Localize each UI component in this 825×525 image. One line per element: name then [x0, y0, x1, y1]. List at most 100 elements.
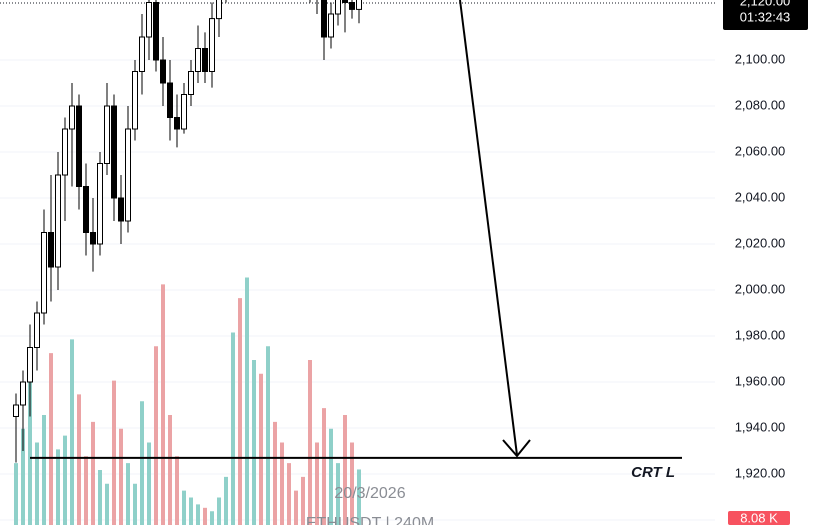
volume-bar [21, 428, 25, 525]
date-label: 20/3/2026 [334, 485, 405, 502]
volume-bar [357, 469, 361, 525]
volume-bar [56, 449, 60, 525]
candle-body [27, 347, 33, 383]
y-tick-label: 2,080.00 [735, 97, 786, 112]
y-tick-label: 2,040.00 [735, 189, 786, 204]
volume-bar [189, 497, 193, 525]
volume-bar [301, 476, 305, 525]
candle-body [202, 48, 208, 72]
volume-bar [273, 421, 277, 525]
volume-bar [308, 360, 312, 525]
y-tick-label: 1,920.00 [735, 465, 786, 480]
candle-body [321, 0, 327, 38]
volume-bar [154, 346, 158, 525]
volume-bar [175, 456, 179, 525]
volume-bar [294, 490, 298, 525]
candle-body [160, 59, 166, 84]
volume-tag [728, 511, 790, 525]
candle-body [83, 186, 89, 233]
candle-body [13, 404, 19, 417]
volume-bar [91, 421, 95, 525]
candle-body [104, 105, 110, 164]
candle-body [90, 232, 96, 245]
volume-bar [203, 507, 207, 525]
volume-bar [322, 408, 326, 525]
candle-body [342, 0, 348, 3]
volume-bar [196, 504, 200, 525]
volume-bar [84, 456, 88, 525]
volume-bar [245, 277, 249, 525]
candle-body [153, 2, 159, 61]
volume-bar [140, 401, 144, 525]
volume-bar [14, 463, 18, 525]
y-tick-label: 2,100.00 [735, 51, 786, 66]
candle-layer [13, 0, 362, 463]
volume-bar [224, 476, 228, 525]
candle-body [146, 2, 152, 38]
price-axis: 1,900.001,920.001,940.001,960.001,980.00… [735, 51, 786, 525]
candle-body [167, 82, 173, 118]
candle-body [349, 2, 355, 10]
volume-bar [259, 373, 263, 525]
candle-body [174, 117, 180, 130]
candle-body [216, 0, 222, 20]
volume-bar [112, 380, 116, 525]
volume-bar [98, 470, 102, 525]
volume-bar [35, 442, 39, 525]
candle-body [111, 105, 117, 199]
volume-bar [126, 463, 130, 525]
arrow-head [502, 439, 531, 458]
countdown: 01:32:43 [740, 9, 791, 24]
candle-body [132, 71, 138, 130]
volume-bar [161, 284, 165, 525]
volume-bar [315, 442, 319, 525]
volume-bar [266, 346, 270, 525]
y-tick-label: 1,940.00 [735, 419, 786, 434]
candle-body [181, 94, 187, 130]
volume-bar [280, 442, 284, 525]
volume-bar [350, 442, 354, 525]
volume-bar [210, 511, 214, 525]
volume-bar [168, 415, 172, 525]
volume-bar [182, 490, 186, 525]
candle-body [328, 13, 334, 38]
price-tag-label: 2,120.00 [740, 0, 791, 8]
candle-body [139, 36, 145, 72]
candle-body [209, 18, 215, 73]
level-label: CRT L [631, 464, 675, 481]
volume-bar [28, 380, 32, 525]
candle-body [76, 105, 82, 187]
y-tick-label: 2,000.00 [735, 281, 786, 296]
volume-bar [133, 483, 137, 525]
candle-body [188, 71, 194, 95]
candle-body [48, 232, 54, 268]
candle-body [62, 128, 68, 176]
y-tick-label: 2,060.00 [735, 143, 786, 158]
candle-body [195, 48, 201, 72]
volume-tag-label: 8.08 K [740, 510, 778, 525]
volume-bar [77, 394, 81, 525]
candle-body [34, 312, 40, 348]
candle-body [118, 197, 124, 222]
candle-body [55, 174, 61, 268]
volume-bar [343, 415, 347, 525]
volume-bar [70, 339, 74, 525]
y-tick-label: 1,960.00 [735, 373, 786, 388]
candle-body [20, 381, 26, 406]
y-tick-label: 1,980.00 [735, 327, 786, 342]
candle-body [69, 105, 75, 130]
volume-bar [329, 428, 333, 525]
volume-bar [105, 483, 109, 525]
candle-body [356, 0, 362, 10]
volume-layer [0, 59, 715, 525]
volume-bar [217, 497, 221, 525]
volume-bar [252, 360, 256, 525]
volume-bar [231, 332, 235, 525]
volume-bar [238, 298, 242, 525]
candle-body [125, 128, 131, 222]
price-tag [723, 0, 808, 30]
arrow [459, 0, 518, 456]
volume-bar [63, 435, 67, 525]
volume-bar [42, 415, 46, 525]
